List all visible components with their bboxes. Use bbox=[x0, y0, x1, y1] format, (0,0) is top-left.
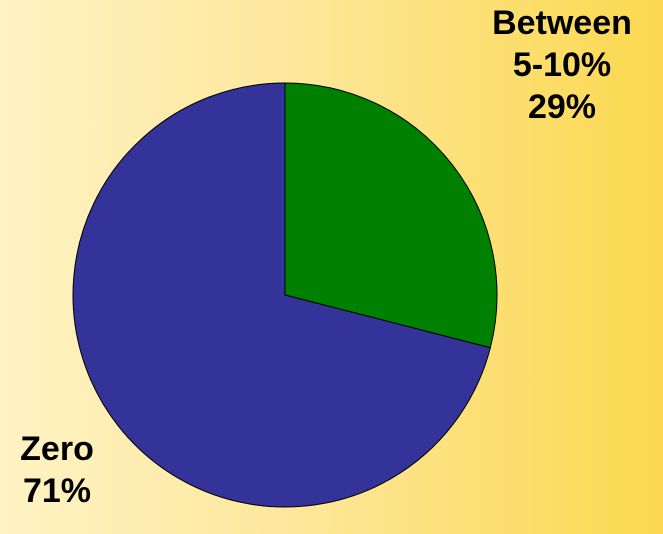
slice-value-between: 29% bbox=[462, 86, 662, 128]
slice-label-zero: Zero 71% bbox=[2, 428, 112, 512]
slice-label-between: Between 5-10% 29% bbox=[462, 2, 662, 128]
slice-label-between-line-2: 5-10% bbox=[462, 44, 662, 86]
slice-label-between-line-1: Between bbox=[462, 2, 662, 44]
slice-value-zero: 71% bbox=[2, 470, 112, 512]
slice-label-zero-line-1: Zero bbox=[2, 428, 112, 470]
